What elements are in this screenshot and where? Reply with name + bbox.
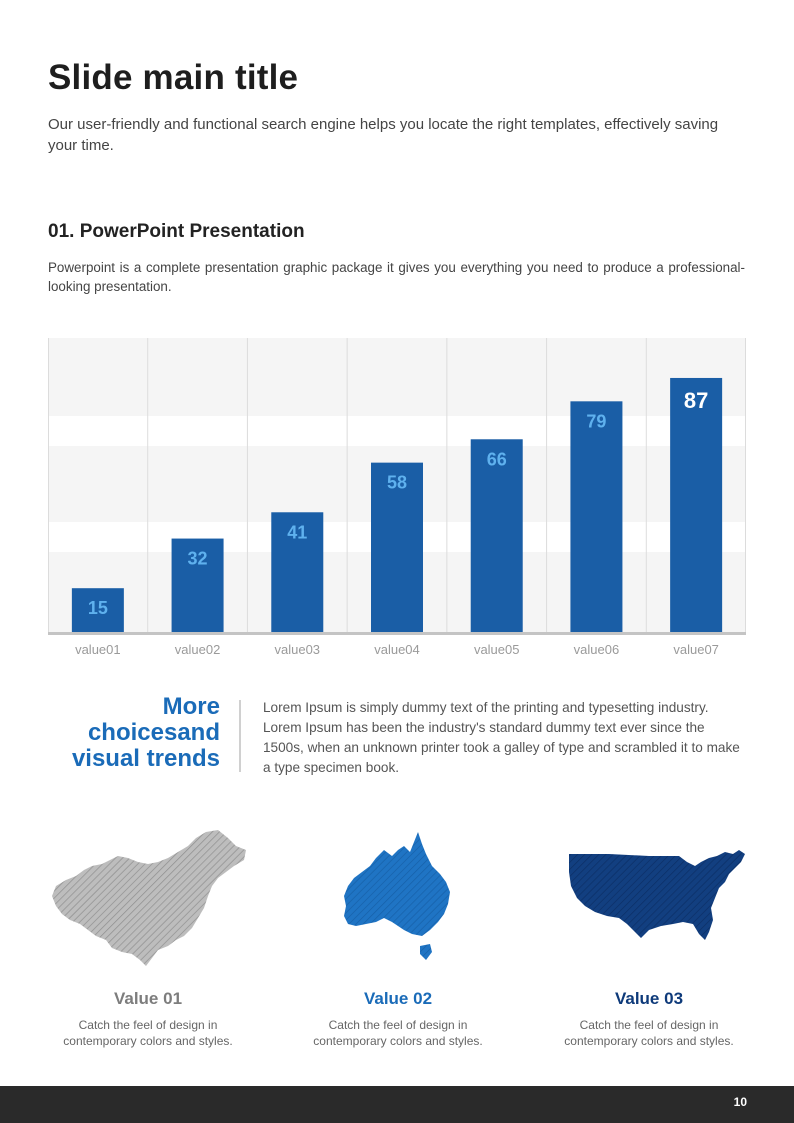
map-desc-3: Catch the feel of design in contemporary…	[539, 1017, 759, 1049]
chart-bar-label-2: 32	[188, 549, 208, 569]
map-desc-2-line-1: Catch the feel of design in	[328, 1018, 468, 1032]
china-map-icon	[52, 830, 246, 966]
map-desc-3-line-2: contemporary colors and styles.	[564, 1034, 734, 1048]
page-title: Slide main title	[48, 58, 299, 97]
chart-category-label-6: value06	[574, 642, 620, 657]
chart-bar-label-3: 41	[287, 522, 307, 542]
chart-category-label-2: value02	[175, 642, 221, 657]
chart-category-label-3: value03	[275, 642, 321, 657]
chart-bar-label-5: 66	[487, 449, 507, 469]
chart-category-label-5: value05	[474, 642, 520, 657]
chart-bar-6	[570, 401, 623, 632]
chart-bar-3	[271, 512, 324, 632]
map-desc-1: Catch the feel of design in contemporary…	[38, 1017, 258, 1049]
chart-band-0	[48, 338, 746, 416]
page-footer: 10	[0, 1086, 794, 1123]
map-card-1: Value 01 Catch the feel of design in con…	[38, 826, 258, 1049]
map-desc-2-line-2: contemporary colors and styles.	[313, 1034, 483, 1048]
chart-bar-1	[71, 588, 124, 632]
map-card-3: Value 03 Catch the feel of design in con…	[539, 826, 759, 1049]
map-card-2: Value 02 Catch the feel of design in con…	[288, 826, 508, 1049]
chart-bar-2	[171, 538, 224, 632]
map-value-3: Value 03	[614, 989, 684, 1008]
map-value-1: Value 01	[113, 989, 183, 1008]
chart-band-1	[48, 416, 746, 446]
australia-map-icon	[344, 832, 450, 960]
chart-baseline	[48, 632, 746, 635]
chart-bar-label-6: 79	[586, 411, 606, 431]
chart-category-label-4: value04	[374, 642, 420, 657]
more-title: More choicesand visual trends	[40, 694, 220, 772]
more-title-line-3: visual trends	[71, 745, 220, 772]
usa-map-icon	[569, 850, 745, 940]
chart-bar-label-1: 15	[88, 598, 108, 618]
chart-category-label-1: value01	[75, 642, 121, 657]
chart-category-label-7: value07	[673, 642, 719, 657]
map-desc-1-line-2: contemporary colors and styles.	[63, 1034, 233, 1048]
vertical-divider	[239, 700, 241, 772]
more-body: Lorem Ipsum is simply dummy text of the …	[263, 700, 740, 775]
section-heading: 01. PowerPoint Presentation	[48, 221, 305, 242]
more-title-line-2: choicesand	[87, 719, 220, 746]
section-body: Powerpoint is a complete presentation gr…	[48, 260, 745, 294]
page-number: 10	[733, 1095, 747, 1109]
page-subtitle: Our user-friendly and functional search …	[48, 116, 719, 154]
chart-bar-4	[371, 462, 423, 632]
map-desc-2: Catch the feel of design in contemporary…	[288, 1017, 508, 1049]
more-title-line-1: More	[162, 693, 220, 720]
chart-bar-label-7: 87	[684, 388, 708, 413]
chart-bar-7	[670, 377, 723, 632]
map-value-2: Value 02	[363, 989, 433, 1008]
map-desc-3-line-1: Catch the feel of design in	[579, 1018, 719, 1032]
chart-bar-5	[470, 439, 523, 632]
map-desc-1-line-1: Catch the feel of design in	[78, 1018, 218, 1032]
chart-bar-label-4: 58	[387, 473, 407, 493]
bar-chart: 15 value01 32 value02 41 value03 58 value04 66 va…	[48, 338, 746, 657]
